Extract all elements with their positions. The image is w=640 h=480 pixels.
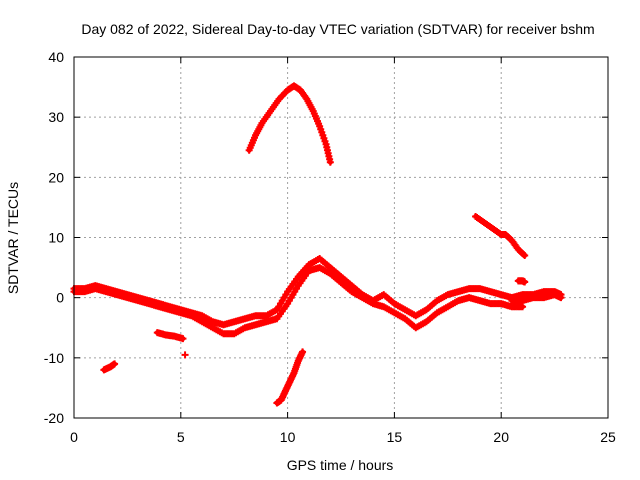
series-seg-low-left [100,360,119,374]
chart-title: Day 082 of 2022, Sidereal Day-to-day VTE… [81,21,594,37]
data-point [299,348,307,356]
series-late-segment-b [508,291,565,305]
x-tick-label: 10 [280,429,296,445]
data-point [521,252,529,260]
data-point [557,294,565,302]
data-point [520,251,528,259]
data-point [181,351,189,359]
series-arc-lower [273,348,307,407]
series-main-band-b [70,264,527,338]
y-tick-label: 20 [48,169,64,185]
y-tick-label: 10 [48,230,64,246]
series-arc-upper [245,82,334,166]
grid-lines [74,57,608,418]
x-tick-label: 5 [177,429,185,445]
x-tick-label: 20 [493,429,509,445]
y-tick-label: -10 [44,350,64,366]
x-axis-label: GPS time / hours [287,457,394,473]
x-tick-label: 0 [70,429,78,445]
x-tick-label: 25 [600,429,616,445]
series-seg-late-high [472,212,529,260]
data-point [521,278,529,286]
x-tick-label: 15 [387,429,403,445]
data-point [179,335,187,343]
series-dot-5 [181,351,189,359]
y-axis-label: SDTVAR / TECUs [5,182,21,294]
y-tick-label: 40 [48,49,64,65]
axis-ticks: 0 5 10 15 20 25 -20 -10 0 10 20 30 40 [44,49,616,445]
series-seg-mid-left [153,329,187,343]
y-tick-label: 0 [56,290,64,306]
data-point [326,158,334,166]
y-tick-label: -20 [44,410,64,426]
data-point [111,360,119,368]
series-dot-21 [514,277,529,286]
series-main-band-a [70,255,527,329]
data-point [519,303,527,311]
data-series [70,82,565,407]
y-tick-label: 30 [48,109,64,125]
